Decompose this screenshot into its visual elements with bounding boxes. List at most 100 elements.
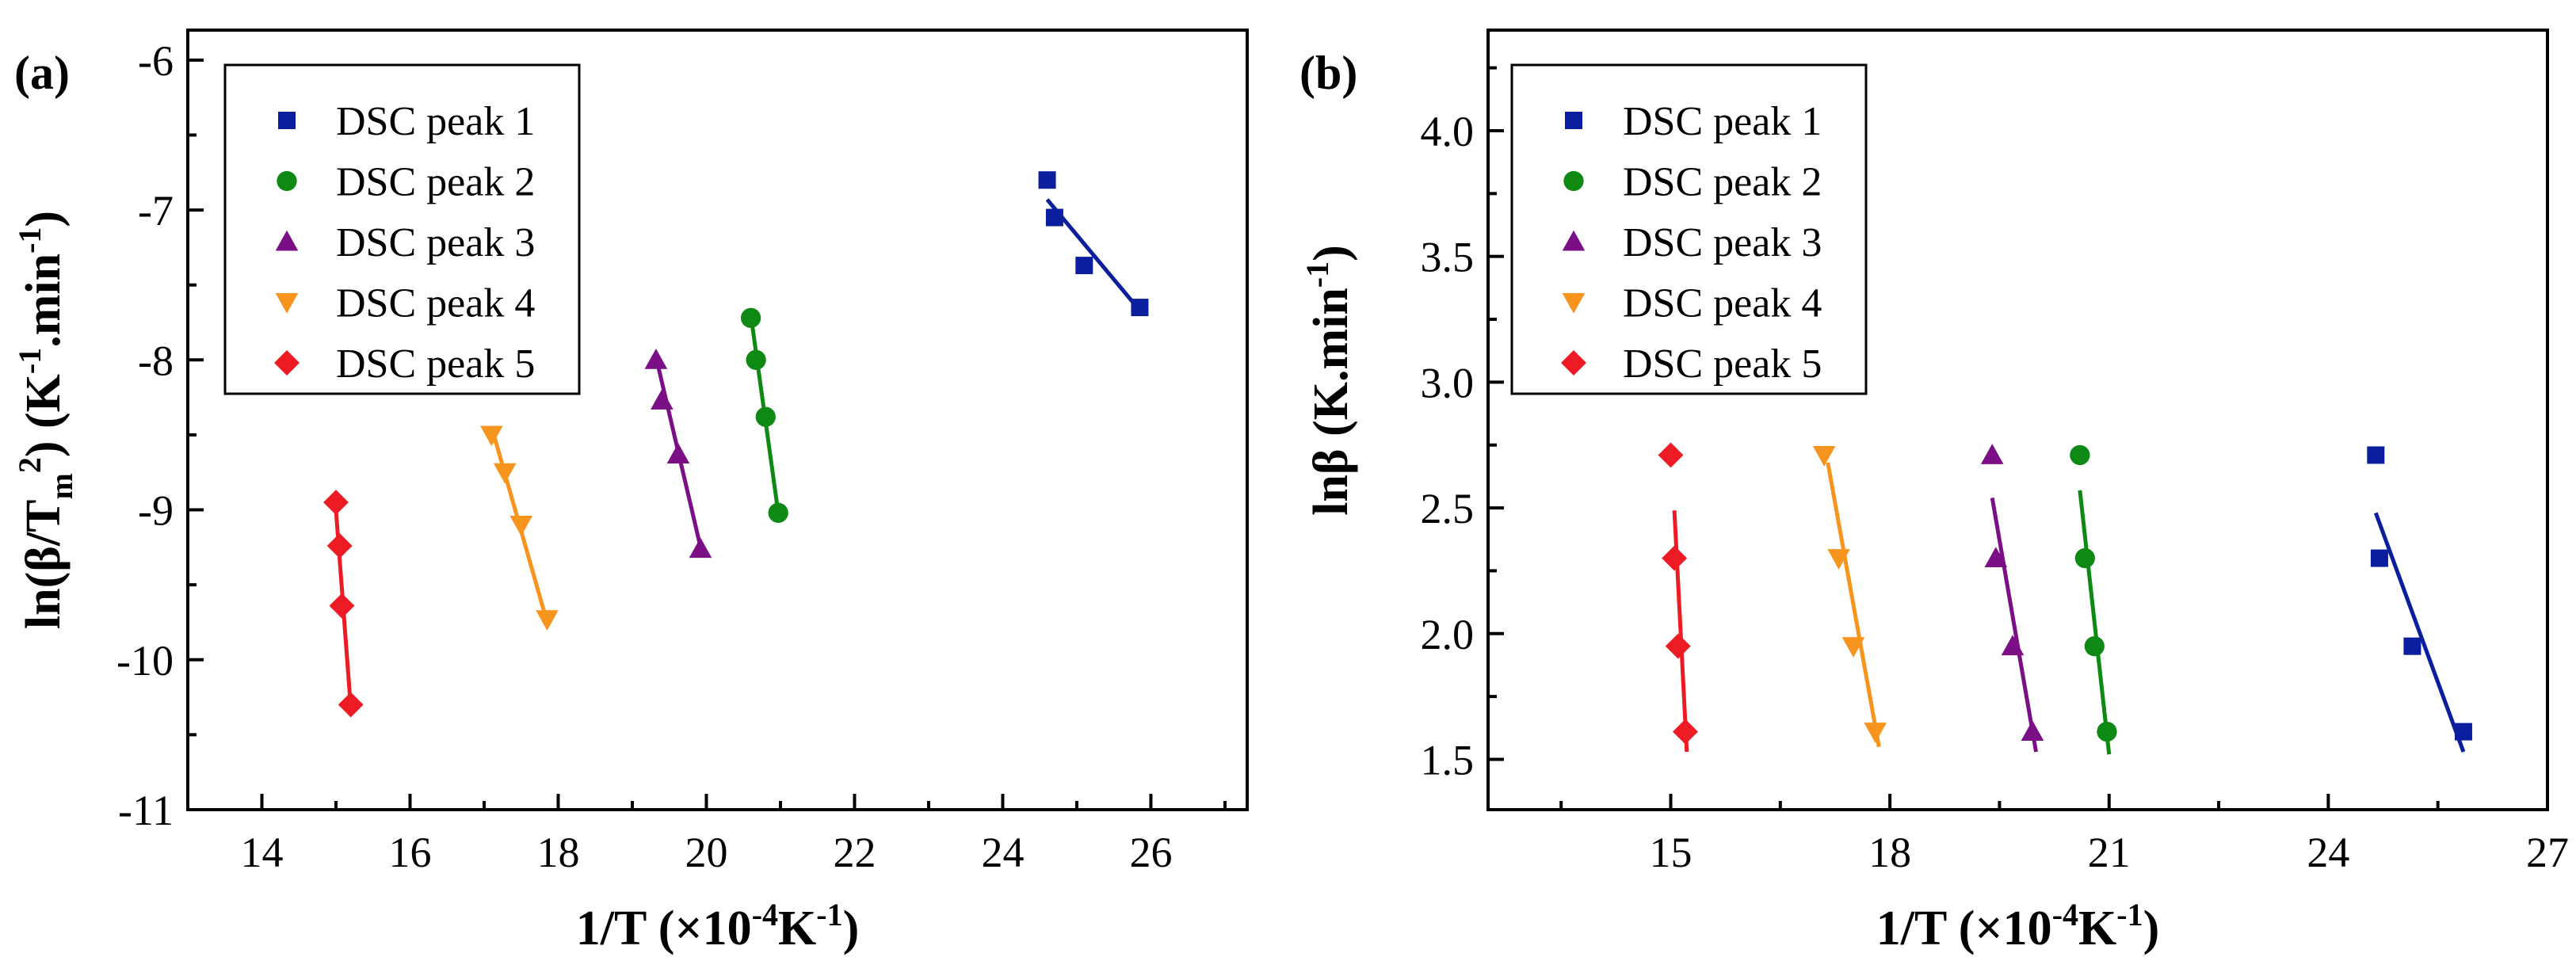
data-point — [755, 406, 776, 427]
data-point — [1075, 257, 1093, 275]
y-axis-label: lnβ (K.min-1) — [1299, 245, 1358, 516]
y-tick-label: -9 — [138, 487, 174, 535]
legend-label: DSC peak 4 — [1623, 281, 1822, 326]
data-point — [536, 610, 559, 631]
legend-label: DSC peak 1 — [1623, 99, 1822, 144]
data-point — [1827, 549, 1850, 570]
y-axis-label: ln(β/Tm2) (K-1.min-1) — [12, 211, 79, 629]
data-point — [1864, 723, 1887, 743]
x-label-unit: K — [778, 902, 816, 955]
legend: DSC peak 1 DSC peak 2 DSC peak 3 DSC peak 4… — [1510, 63, 1868, 395]
fit-line — [1990, 497, 2039, 753]
data-point — [2001, 635, 2025, 656]
data-point — [493, 463, 517, 484]
series-3 — [1980, 444, 2044, 753]
panel-label: (a) — [14, 47, 70, 99]
data-point — [1662, 545, 1688, 571]
legend-label: DSC peak 2 — [1623, 160, 1822, 205]
data-point — [689, 537, 712, 559]
y-tick-label: -10 — [116, 637, 174, 684]
y-label-part: .min — [17, 254, 71, 348]
data-point — [768, 502, 788, 523]
fit-line — [2373, 512, 2466, 753]
series-1 — [2367, 446, 2472, 753]
y-label-sup: -1 — [1299, 261, 1335, 288]
panel-label: (b) — [1299, 47, 1357, 99]
y-tick-label: 1.5 — [1421, 737, 1475, 784]
data-point — [1841, 637, 1865, 658]
data-point — [740, 307, 761, 328]
data-point — [651, 389, 674, 410]
data-point — [1045, 208, 1063, 227]
legend-marker — [1563, 170, 1584, 192]
data-point — [1038, 171, 1056, 189]
data-point — [480, 425, 503, 447]
data-point — [2454, 723, 2472, 741]
legend-marker — [274, 350, 300, 376]
legend-marker — [1562, 230, 1586, 251]
legend: DSC peak 1 DSC peak 2 DSC peak 3 DSC peak 4… — [223, 63, 581, 395]
legend-marker — [275, 293, 299, 314]
data-point — [329, 593, 355, 619]
y-tick-label: 2.0 — [1421, 611, 1475, 658]
y-tick-label: 2.5 — [1421, 485, 1475, 532]
data-point — [746, 349, 766, 370]
data-point — [338, 692, 364, 718]
chart-panel-a: 14 16 18 20 22 24 26-11-10-9-8-7-6(a)1/T (×10-… — [12, 29, 1249, 955]
y-label-sup: 2 — [12, 457, 48, 473]
y-label-sub: m — [44, 473, 79, 499]
legend-marker — [275, 230, 299, 251]
plot-frame — [186, 29, 1249, 811]
y-label-sup: -1 — [12, 227, 48, 254]
series-2 — [740, 307, 788, 523]
legend-label: DSC peak 5 — [1623, 341, 1822, 387]
series-4 — [1812, 445, 1887, 748]
legend-label: DSC peak 3 — [336, 220, 535, 265]
data-point — [1658, 442, 1684, 468]
y-tick-label: 3.5 — [1421, 234, 1475, 281]
legend-marker — [278, 112, 296, 129]
data-point — [1980, 444, 2004, 464]
legend-marker — [1561, 350, 1586, 376]
y-tick-label: -8 — [138, 337, 174, 384]
x-axis-label: 1/T (×10-4K-1) — [576, 897, 859, 955]
x-label-end: ) — [843, 902, 860, 955]
fit-line — [1826, 462, 1881, 748]
y-tick-label: -11 — [118, 787, 174, 834]
data-point — [2084, 636, 2105, 657]
plot-frame — [1486, 29, 2549, 811]
data-point — [509, 516, 533, 536]
x-tick-label: 15 — [1650, 829, 1693, 876]
x-tick-label: 26 — [1129, 829, 1172, 876]
series-2 — [2070, 444, 2117, 755]
fit-line — [2078, 490, 2112, 755]
fit-line — [1672, 510, 1689, 753]
x-tick-label: 20 — [685, 829, 727, 876]
x-tick-label: 14 — [240, 829, 283, 876]
data-point — [2367, 446, 2385, 464]
x-label-unit: K — [2078, 902, 2116, 955]
series-3 — [644, 349, 712, 559]
data-point — [2403, 637, 2421, 655]
y-label-part: lnβ (K.min — [1304, 288, 1358, 516]
chart-panel-b: 15 18 21 24 271.52.02.53.03.54.0(b)1/T (×10-… — [1299, 29, 2569, 955]
data-point — [644, 349, 668, 369]
x-label-sup: -4 — [2052, 897, 2078, 932]
legend-label: DSC peak 3 — [1623, 220, 1822, 265]
legend-label: DSC peak 5 — [336, 341, 535, 387]
x-label-sup: -1 — [2116, 897, 2143, 932]
x-tick-label: 18 — [536, 829, 579, 876]
y-label-part: ) — [1304, 245, 1358, 261]
x-tick-label: 21 — [2088, 829, 2131, 876]
y-tick-label: 4.0 — [1421, 108, 1475, 155]
x-label-main: 1/T (×10 — [576, 902, 752, 955]
data-point — [326, 533, 353, 559]
y-label-part: ln(β/T — [17, 499, 71, 629]
legend-label: DSC peak 4 — [336, 281, 535, 326]
x-label-sup: -4 — [752, 897, 778, 932]
data-point — [666, 443, 690, 463]
data-point — [1665, 633, 1691, 659]
legend-marker — [1565, 112, 1582, 129]
legend-label: DSC peak 1 — [336, 99, 535, 144]
x-tick-label: 22 — [833, 829, 876, 876]
